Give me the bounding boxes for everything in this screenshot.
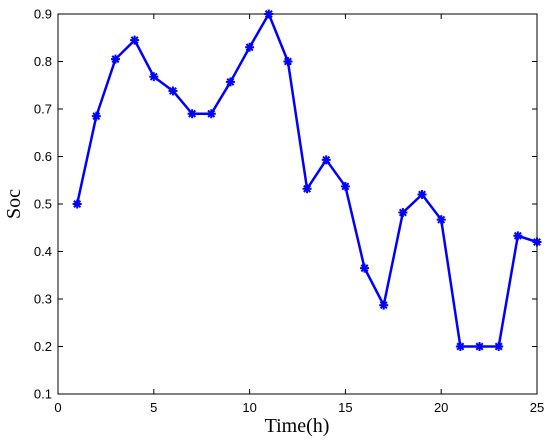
data-point [494,342,504,351]
data-point [455,342,465,351]
y-tick-label: 0.5 [34,197,52,212]
data-point [340,181,350,191]
series-layer [72,9,542,351]
data-point [302,184,312,194]
data-point [436,215,446,225]
y-tick-label: 0.3 [34,292,52,307]
data-point [130,35,140,45]
data-point [149,72,159,82]
x-tick-label: 20 [434,400,448,415]
y-axis-label: Soc [3,189,25,219]
data-point [264,9,274,19]
x-tick-label: 25 [530,400,544,415]
x-tick-label: 15 [338,400,352,415]
data-point [283,57,293,66]
data-point [398,208,408,218]
y-tick-label: 0.8 [34,54,52,69]
y-tick-label: 0.6 [34,149,52,164]
data-point [321,155,331,165]
x-tick-label: 5 [150,400,157,415]
data-point [225,77,235,87]
data-point [187,109,197,119]
x-tick-label: 10 [242,400,256,415]
y-axis: 0.1 0.2 0.3 0.4 0.5 0.6 0.7 0.8 0.9 [34,7,537,402]
data-point [110,54,120,64]
data-point [417,190,427,199]
data-point [206,109,216,119]
data-point [475,342,485,351]
data-point [168,86,178,96]
x-axis-label: Time(h) [265,415,330,437]
x-tick-label: 0 [54,400,61,415]
data-point [91,111,101,121]
y-tick-label: 0.7 [34,102,52,117]
data-point [245,42,255,52]
data-point [379,300,389,310]
data-point [513,231,523,241]
x-axis: 0 5 10 15 20 25 [54,14,544,415]
data-point [360,263,370,273]
y-tick-label: 0.4 [34,244,52,259]
y-tick-label: 0.2 [34,339,52,354]
y-tick-label: 0.9 [34,7,52,22]
plot-area [57,13,538,395]
data-point [72,199,82,209]
data-point [532,237,542,247]
y-tick-label: 0.1 [34,387,52,402]
